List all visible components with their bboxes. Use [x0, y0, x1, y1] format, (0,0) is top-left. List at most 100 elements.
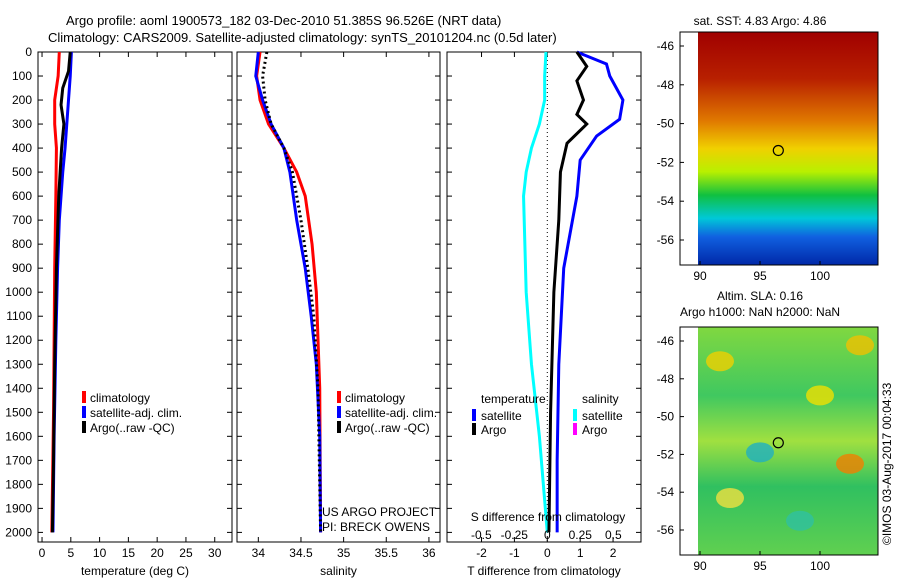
y-tick-label: 1600	[5, 429, 32, 443]
y-tick-label: 100	[12, 69, 32, 83]
legend-label: climatology	[345, 391, 405, 405]
diff-line-s-satellite	[522, 51, 549, 533]
map-frame	[679, 31, 879, 266]
legend-swatch	[337, 406, 341, 418]
sla-anomaly-blob	[716, 488, 744, 508]
salinity-line-argo	[261, 51, 323, 533]
s-tick-label: 0.25	[569, 528, 593, 542]
x-axis-label: salinity	[320, 564, 357, 578]
x-axis-label: temperature (deg C)	[81, 564, 189, 578]
sla-anomaly-blob	[706, 351, 734, 372]
argo-location-marker	[772, 437, 784, 449]
legend-swatch	[337, 391, 341, 403]
salinity-line-climatology	[255, 51, 323, 533]
y-tick-label: 1900	[5, 501, 32, 515]
y-tick-label: 800	[12, 237, 32, 251]
y-tick-label: 1700	[5, 453, 32, 467]
lat-tick-label: -46	[657, 334, 675, 348]
y-tick-label: 200	[12, 93, 32, 107]
sla-anomaly-blob	[746, 442, 774, 463]
lat-tick-label: -48	[657, 78, 675, 92]
y-tick-label: 600	[12, 189, 32, 203]
y-tick-label: 1400	[5, 381, 32, 395]
legend-label: Argo	[481, 423, 507, 437]
y-tick-label: 1300	[5, 357, 32, 371]
project-annotation: US ARGO PROJECT	[322, 505, 437, 519]
sla-anomaly-blob	[836, 453, 864, 474]
legend-swatch	[472, 423, 476, 435]
legend-swatch	[337, 421, 341, 433]
legend-label: satellite-adj. clim.	[345, 406, 437, 420]
x-tick-label: -1	[509, 546, 520, 560]
x-tick-label: 34	[252, 546, 266, 560]
lon-tick-label: 100	[810, 559, 830, 573]
x-tick-label: 2	[610, 546, 617, 560]
copyright-text: ©IMOS 03-Aug-2017 00:04:33	[880, 382, 894, 545]
y-tick-label: 1500	[5, 405, 32, 419]
lon-tick-label: 90	[693, 559, 707, 573]
sla-anomaly-blob	[806, 385, 834, 406]
x-tick-label: 0	[544, 546, 551, 560]
legend-title: salinity	[582, 392, 619, 406]
lat-tick-label: -54	[657, 485, 675, 499]
x-tick-label: 25	[179, 546, 193, 560]
plot-frame-salinity	[236, 51, 441, 543]
s-tick-label: -0.25	[501, 528, 529, 542]
s-tick-label: 0.5	[605, 528, 622, 542]
plot-frame-difference	[446, 51, 642, 543]
lat-tick-label: -46	[657, 39, 675, 53]
y-tick-label: 1200	[5, 333, 32, 347]
s-tick-label: -0.5	[471, 528, 492, 542]
legend-title: temperature	[481, 392, 546, 406]
sst-map-title: sat. SST: 4.83 Argo: 4.86	[694, 14, 827, 28]
legend-swatch	[472, 409, 476, 421]
lat-tick-label: -50	[657, 117, 675, 131]
sla-map-title: Altim. SLA: 0.16	[717, 289, 803, 303]
legend-label: Argo	[582, 423, 608, 437]
y-tick-label: 1000	[5, 285, 32, 299]
y-tick-label: 1800	[5, 477, 32, 491]
lat-tick-label: -54	[657, 194, 675, 208]
sla-anomaly-blob	[786, 510, 814, 531]
lat-tick-label: -50	[657, 410, 675, 424]
s-tick-label: 0	[544, 528, 551, 542]
pi-annotation: PI: BRECK OWENS	[322, 520, 430, 534]
plot-frame-temperature	[37, 51, 233, 543]
x-tick-label: 34.5	[289, 546, 313, 560]
y-tick-label: 2000	[5, 525, 32, 539]
lon-tick-label: 90	[693, 269, 707, 283]
lon-tick-label: 95	[753, 269, 767, 283]
lat-tick-label: -56	[657, 233, 675, 247]
diff-line-t-argo	[547, 51, 589, 533]
title-line2: Climatology: CARS2009. Satellite-adjuste…	[48, 30, 557, 45]
legend-label: climatology	[90, 391, 150, 405]
legend-swatch	[82, 421, 86, 433]
y-tick-label: 0	[25, 45, 32, 59]
y-tick-label: 700	[12, 213, 32, 227]
x-tick-label: 35	[337, 546, 351, 560]
lon-tick-label: 100	[810, 269, 830, 283]
y-tick-label: 900	[12, 261, 32, 275]
x-tick-label: 1	[577, 546, 584, 560]
lat-tick-label: -52	[657, 155, 675, 169]
legend-swatch	[573, 409, 577, 421]
x-tick-label: 15	[122, 546, 136, 560]
x-tick-label: 0	[39, 546, 46, 560]
lon-tick-label: 95	[753, 559, 767, 573]
s-axis-label: S difference from climatology	[471, 510, 626, 524]
salinity-line-satellite-adj	[254, 51, 323, 533]
x-tick-label: 35.5	[375, 546, 399, 560]
legend-swatch	[573, 423, 577, 435]
x-tick-label: 10	[93, 546, 107, 560]
legend-label: Argo(..raw -QC)	[90, 421, 175, 435]
diff-line-t-satellite	[555, 50, 625, 533]
legend-label: satellite	[582, 409, 623, 423]
lat-tick-label: -48	[657, 372, 675, 386]
argo-location-marker	[772, 144, 784, 157]
y-tick-label: 400	[12, 141, 32, 155]
legend-swatch	[82, 391, 86, 403]
argo-height-title: Argo h1000: NaN h2000: NaN	[680, 305, 840, 319]
sla-anomaly-blob	[846, 335, 874, 356]
